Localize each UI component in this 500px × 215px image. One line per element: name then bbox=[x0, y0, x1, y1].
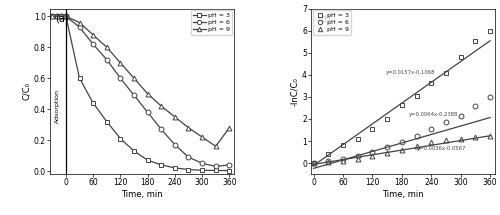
pH = 3 bbox=[443, 71, 449, 74]
pH = 6 bbox=[158, 128, 164, 131]
pH = 9 bbox=[104, 46, 110, 49]
pH = 3 bbox=[144, 159, 150, 161]
pH = 6 bbox=[90, 43, 96, 46]
pH = 6 bbox=[354, 155, 360, 157]
pH = 3 bbox=[340, 144, 346, 146]
Y-axis label: C/C₀: C/C₀ bbox=[22, 82, 31, 100]
Text: y=0.0064x-0.2388: y=0.0064x-0.2388 bbox=[409, 112, 459, 117]
pH = 9 bbox=[199, 136, 205, 138]
pH = 9 bbox=[428, 141, 434, 143]
pH = 3 bbox=[458, 56, 464, 58]
pH = 6 bbox=[63, 15, 69, 18]
pH = 9 bbox=[226, 126, 232, 129]
pH = 3 bbox=[172, 167, 178, 169]
pH = 9 bbox=[90, 34, 96, 36]
pH = 9 bbox=[158, 105, 164, 107]
pH = 3 bbox=[90, 102, 96, 104]
Line: pH = 6: pH = 6 bbox=[311, 94, 492, 166]
Line: pH = 6: pH = 6 bbox=[64, 14, 232, 169]
Text: (b): (b) bbox=[316, 14, 330, 24]
Legend: pH = 3, pH = 6, pH = 9: pH = 3, pH = 6, pH = 9 bbox=[313, 11, 351, 35]
pH = 6 bbox=[104, 58, 110, 61]
pH = 9 bbox=[458, 138, 464, 140]
pH = 3 bbox=[76, 77, 82, 80]
pH = 9 bbox=[144, 92, 150, 95]
pH = 9 bbox=[212, 145, 218, 147]
Line: pH = 3: pH = 3 bbox=[311, 28, 492, 166]
pH = 9 bbox=[399, 149, 405, 151]
pH = 6 bbox=[487, 96, 493, 98]
pH = 6 bbox=[399, 140, 405, 143]
pH = 6 bbox=[370, 150, 376, 153]
pH = 3 bbox=[212, 169, 218, 172]
pH = 6 bbox=[172, 143, 178, 146]
pH = 3 bbox=[399, 103, 405, 106]
Text: y=0.0157x-0.1068: y=0.0157x-0.1068 bbox=[386, 70, 436, 75]
pH = 3 bbox=[104, 120, 110, 123]
Text: Adsorption: Adsorption bbox=[55, 89, 60, 123]
pH = 6 bbox=[326, 160, 332, 163]
pH = 6 bbox=[186, 156, 192, 158]
pH = 6 bbox=[212, 165, 218, 168]
pH = 3 bbox=[326, 153, 332, 156]
pH = 6 bbox=[226, 164, 232, 166]
pH = 3 bbox=[384, 118, 390, 120]
pH = 9 bbox=[384, 152, 390, 154]
pH = 6 bbox=[458, 114, 464, 117]
pH = 9 bbox=[340, 160, 346, 162]
Line: pH = 9: pH = 9 bbox=[311, 133, 492, 166]
pH = 3 bbox=[370, 128, 376, 130]
pH = 6 bbox=[199, 162, 205, 165]
pH = 6 bbox=[76, 26, 82, 28]
X-axis label: Time, min: Time, min bbox=[121, 190, 163, 199]
Text: (a): (a) bbox=[56, 14, 69, 24]
pH = 9 bbox=[487, 134, 493, 137]
pH = 3 bbox=[131, 150, 137, 152]
pH = 3 bbox=[118, 137, 124, 140]
pH = 6 bbox=[384, 146, 390, 149]
pH = 6 bbox=[428, 128, 434, 130]
pH = 3 bbox=[472, 39, 478, 42]
pH = 6 bbox=[443, 121, 449, 124]
pH = 6 bbox=[310, 162, 316, 164]
Y-axis label: -lnC/C₀: -lnC/C₀ bbox=[290, 77, 300, 106]
pH = 6 bbox=[414, 135, 420, 137]
pH = 9 bbox=[76, 21, 82, 24]
pH = 9 bbox=[131, 77, 137, 80]
X-axis label: Time, min: Time, min bbox=[382, 190, 424, 199]
pH = 6 bbox=[472, 104, 478, 107]
pH = 9 bbox=[118, 61, 124, 64]
pH = 6 bbox=[118, 77, 124, 80]
pH = 6 bbox=[144, 111, 150, 114]
pH = 9 bbox=[186, 126, 192, 129]
pH = 3 bbox=[487, 29, 493, 32]
pH = 9 bbox=[472, 136, 478, 139]
Text: y=0.0036x-0.0567: y=0.0036x-0.0567 bbox=[416, 146, 466, 151]
Line: pH = 3: pH = 3 bbox=[64, 14, 232, 173]
pH = 6 bbox=[340, 157, 346, 160]
pH = 9 bbox=[63, 15, 69, 18]
pH = 3 bbox=[310, 162, 316, 164]
pH = 9 bbox=[354, 158, 360, 160]
pH = 9 bbox=[443, 139, 449, 141]
pH = 3 bbox=[199, 169, 205, 172]
pH = 9 bbox=[172, 116, 178, 118]
pH = 3 bbox=[186, 168, 192, 171]
pH = 3 bbox=[428, 81, 434, 84]
pH = 3 bbox=[354, 138, 360, 141]
pH = 3 bbox=[414, 95, 420, 97]
Line: pH = 9: pH = 9 bbox=[64, 14, 232, 149]
Legend: pH = 3, pH = 6, pH = 9: pH = 3, pH = 6, pH = 9 bbox=[190, 11, 232, 35]
pH = 9 bbox=[326, 161, 332, 164]
pH = 6 bbox=[131, 94, 137, 97]
pH = 3 bbox=[226, 169, 232, 172]
pH = 9 bbox=[370, 155, 376, 158]
pH = 9 bbox=[414, 145, 420, 148]
pH = 3 bbox=[158, 164, 164, 166]
pH = 3 bbox=[63, 15, 69, 18]
pH = 9 bbox=[310, 162, 316, 164]
